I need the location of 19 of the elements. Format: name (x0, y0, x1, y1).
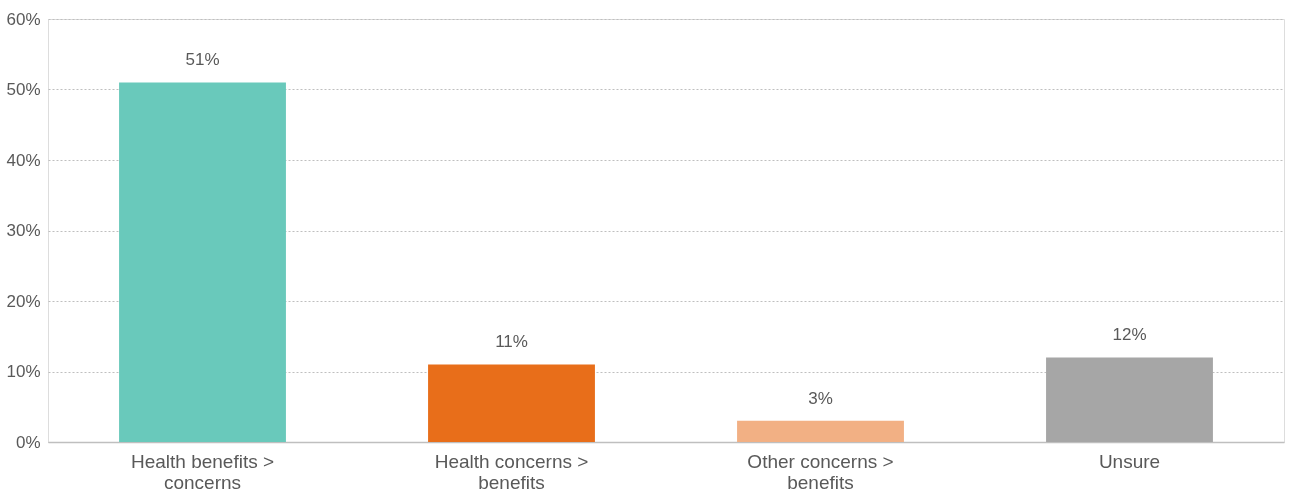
y-tick-label: 10% (6, 362, 41, 381)
data-label: 3% (808, 388, 833, 408)
y-tick-label: 30% (6, 221, 41, 240)
y-tick-label: 20% (6, 291, 41, 311)
x-tick-label: Health concerns > benefits (434, 450, 589, 493)
x-tick-label: Health benefits > concerns (130, 450, 275, 493)
data-label: 51% (185, 50, 220, 70)
x-tick-label: Other concerns > benefits (747, 450, 894, 493)
y-tick-label: 40% (6, 150, 41, 170)
bar (737, 420, 904, 442)
bar (428, 364, 595, 442)
x-tick-label: Unsure (1098, 450, 1161, 472)
data-label: 12% (1112, 325, 1147, 345)
bar (119, 82, 286, 442)
y-tick-label: 60% (6, 9, 41, 29)
y-tick-label: 50% (6, 80, 41, 99)
bar (1046, 357, 1213, 442)
data-label: 11% (495, 332, 528, 352)
y-tick-label: 0% (15, 432, 41, 452)
